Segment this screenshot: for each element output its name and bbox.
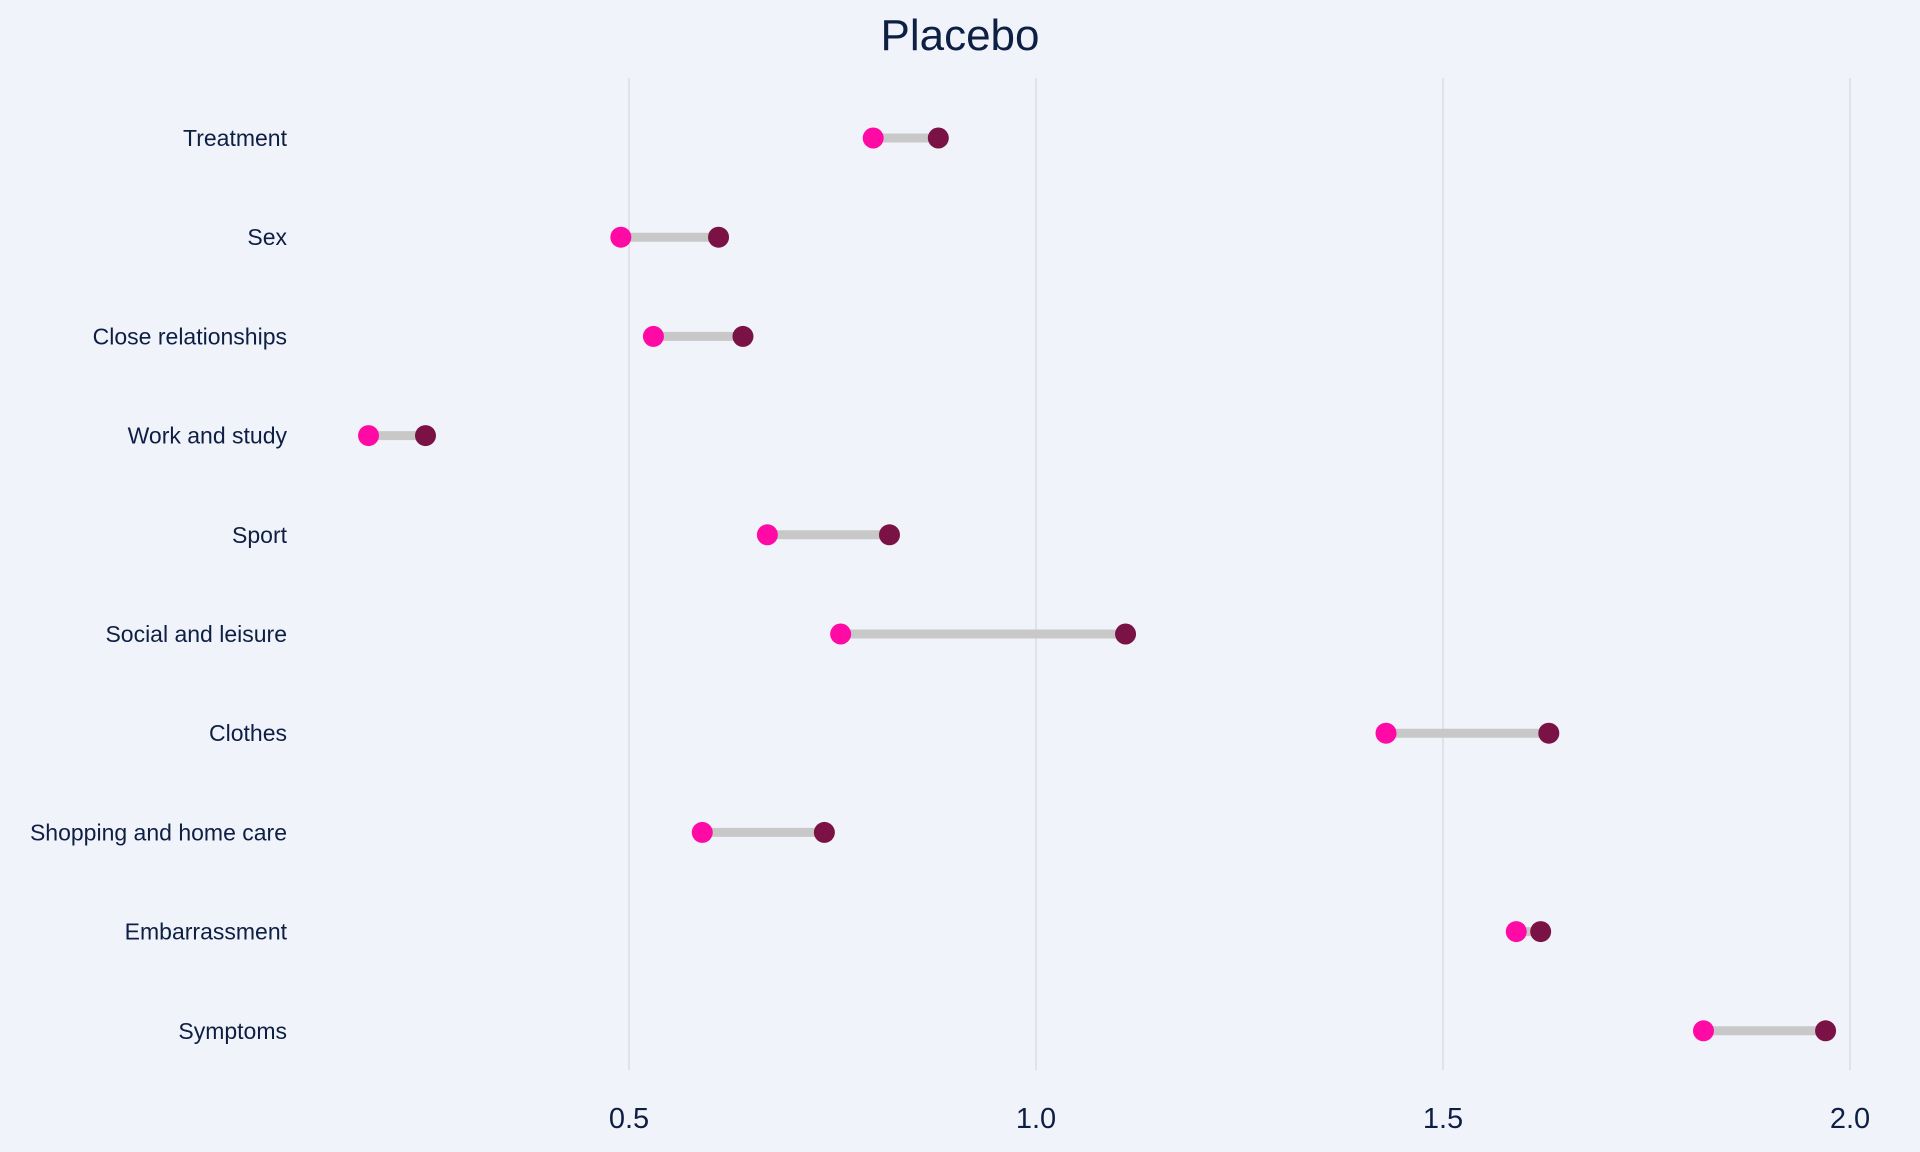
end-point [1538,722,1560,744]
end-point [1115,623,1137,645]
start-point [1692,1020,1714,1042]
grid-layer [628,78,1851,1070]
x-axis-ticks: 0.5 1.0 1.5 2.0 [609,1103,1870,1135]
x-tick-label: 0.5 [609,1103,649,1135]
category-label: Symptoms [178,1018,287,1044]
category-label: Close relationships [93,323,287,349]
end-point [732,325,754,347]
start-point [830,623,852,645]
start-point [862,127,884,149]
x-tick-label: 1.5 [1423,1103,1463,1135]
end-point [708,226,730,248]
chart-title: Placebo [880,11,1039,60]
start-point [358,425,380,447]
category-label: Shopping and home care [30,819,287,845]
category-label: Sex [247,224,287,250]
category-label: Clothes [209,720,287,746]
x-tick-label: 2.0 [1830,1103,1870,1135]
dumbbell-marks [358,127,1837,1042]
category-label: Sport [232,522,288,548]
start-point [642,325,664,347]
start-point [1505,921,1527,943]
end-point [1530,921,1552,943]
end-point [878,524,900,546]
end-point [415,425,436,447]
start-point [1375,722,1397,744]
start-point [756,524,778,546]
x-tick-label: 1.0 [1016,1103,1056,1135]
end-point [813,821,835,843]
start-point [610,226,632,248]
category-label: Work and study [128,423,288,449]
end-point [927,127,949,149]
category-label: Embarrassment [125,919,288,945]
category-label: Treatment [183,125,288,151]
end-point [1815,1020,1837,1042]
category-label: Social and leisure [105,621,287,647]
category-labels: Treatment Sex Close relationships Work and … [30,125,288,1044]
start-point [691,821,713,843]
